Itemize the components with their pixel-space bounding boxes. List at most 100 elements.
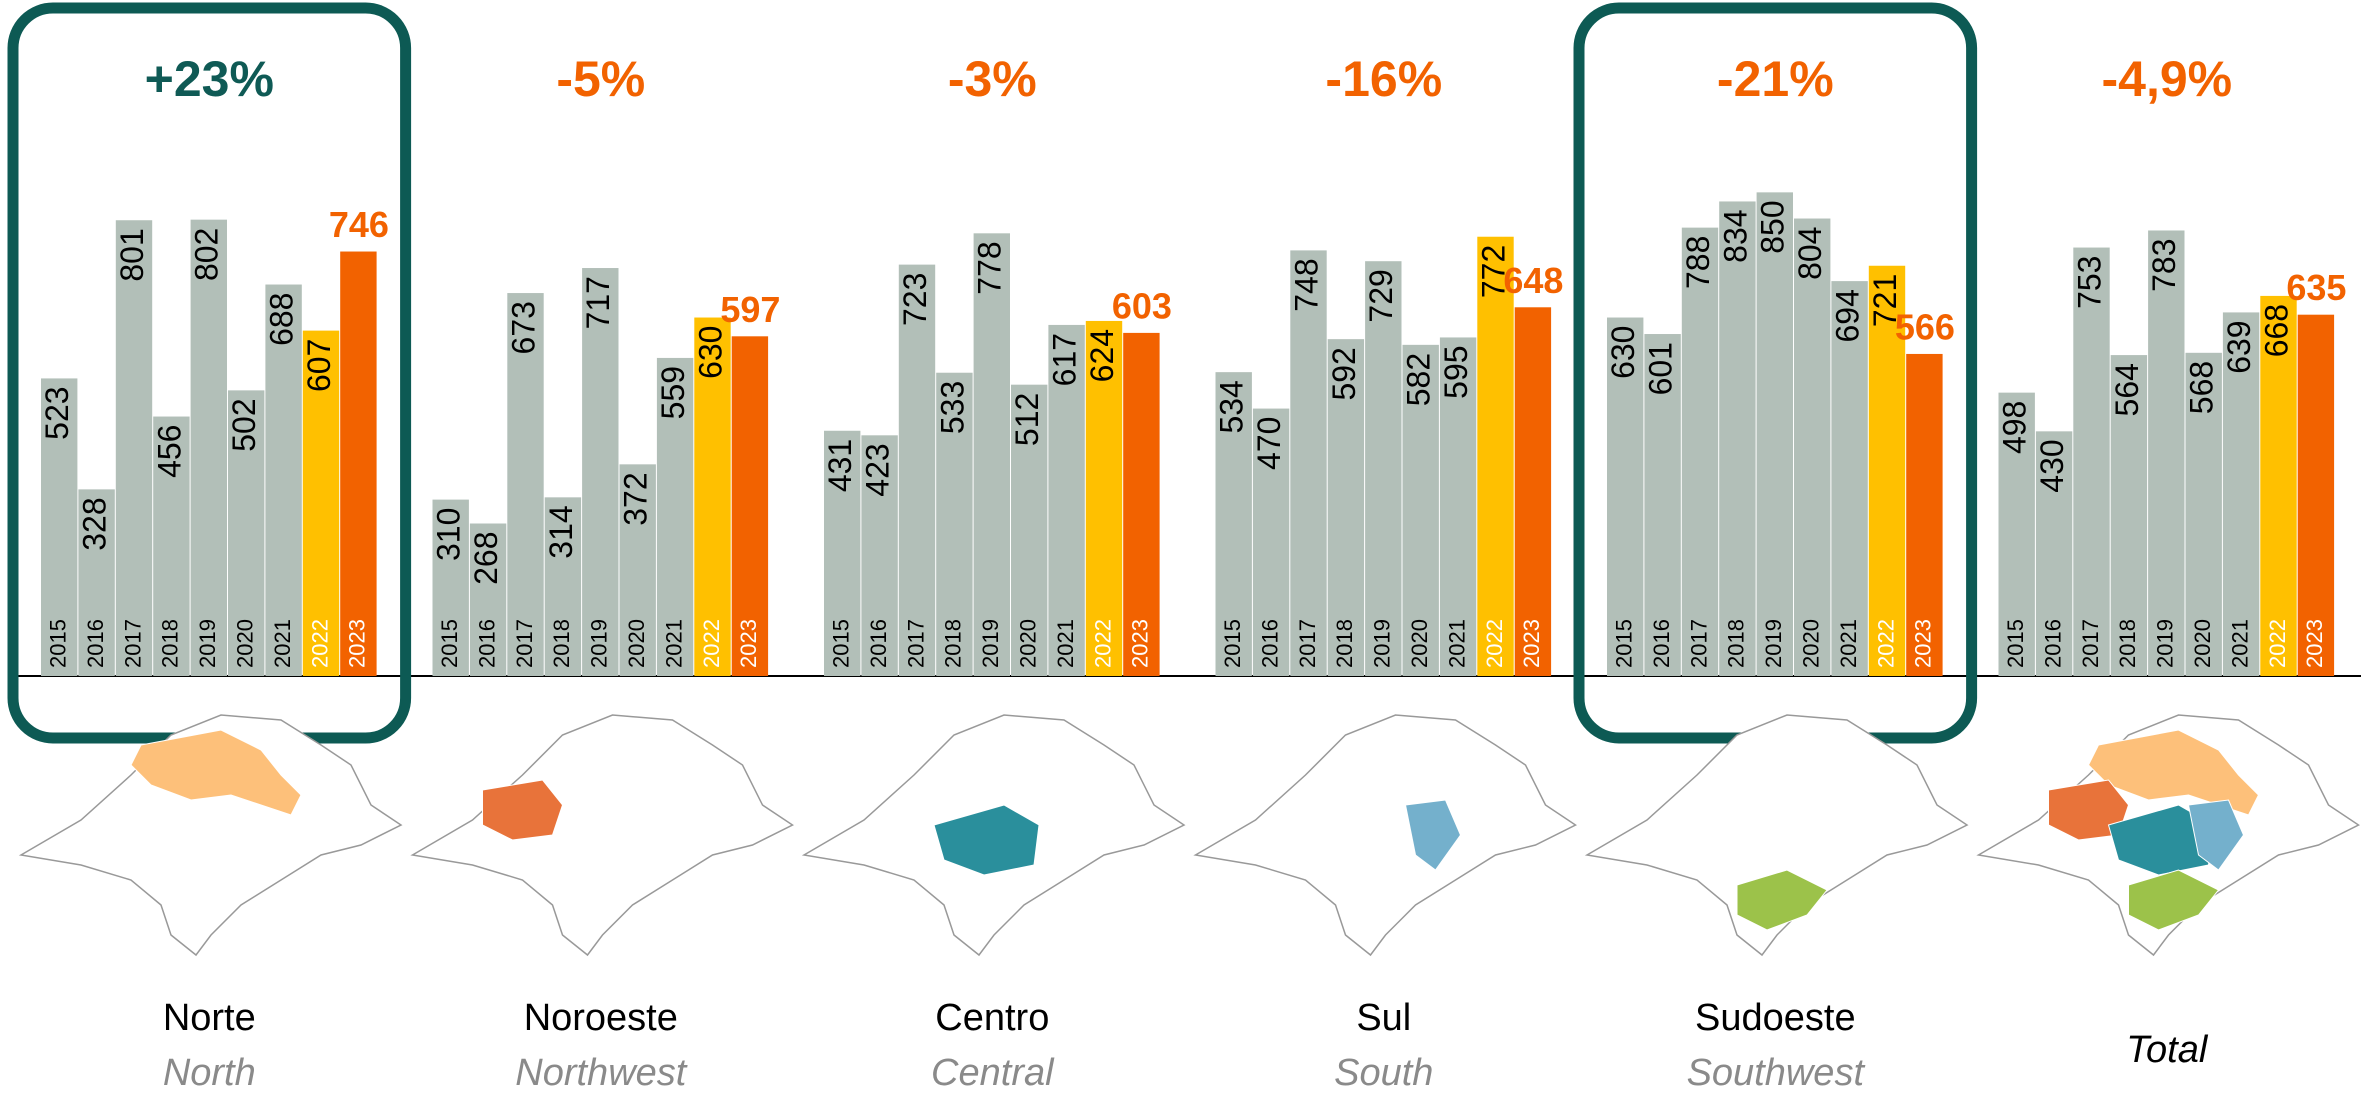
year-label: 2020 [624, 619, 649, 668]
map-region [1736, 869, 1828, 931]
value-label: 328 [77, 497, 113, 550]
value-label: 802 [189, 228, 225, 281]
bar [1756, 192, 1793, 676]
year-label: 2018 [941, 619, 966, 668]
year-label: 2017 [120, 619, 145, 668]
bar [1215, 372, 1252, 676]
value-label: 607 [301, 339, 337, 392]
region-name-en: North [163, 1052, 256, 1094]
bar [1085, 320, 1123, 676]
map-region [2107, 804, 2215, 876]
map-region [933, 804, 1040, 876]
value-label: 601 [1643, 342, 1679, 395]
region-name: Total [2126, 1029, 2209, 1071]
map-outline [1193, 714, 1577, 957]
value-label: 753 [2071, 256, 2107, 309]
bar [2297, 314, 2335, 676]
value-label: 694 [1830, 289, 1866, 342]
year-label: 2018 [158, 619, 183, 668]
bar [1439, 337, 1477, 676]
value-label: 456 [151, 425, 187, 478]
year-label: 2019 [978, 619, 1003, 668]
value-label: 723 [897, 273, 933, 326]
bar [265, 284, 302, 676]
year-label: 2022 [1090, 619, 1115, 668]
value-label: 559 [655, 366, 691, 419]
bar [973, 233, 1010, 676]
value-label: 850 [1755, 200, 1791, 253]
region-name: Norte [163, 997, 256, 1039]
year-label: 2015 [1220, 619, 1245, 668]
map-region [1404, 799, 1462, 871]
value-label: 502 [226, 398, 262, 451]
value-label: 314 [543, 505, 579, 558]
bar [1048, 324, 1085, 676]
map-region [482, 779, 564, 841]
year-label: 2020 [233, 619, 258, 668]
bar [1719, 201, 1756, 677]
bar [1123, 332, 1160, 676]
year-label: 2017 [903, 619, 928, 668]
value-label: 310 [431, 508, 467, 561]
year-label: 2016 [83, 619, 108, 668]
value-label: 617 [1047, 333, 1083, 386]
year-label: 2021 [1053, 619, 1078, 668]
year-label: 2021 [1836, 619, 1861, 668]
year-label: 2016 [866, 619, 891, 668]
year-label: 2023 [1911, 619, 1936, 668]
value-label: 566 [1895, 306, 1955, 347]
bar [2222, 312, 2260, 676]
value-label: 470 [1251, 417, 1287, 470]
region-name: Centro [935, 997, 1049, 1039]
map-region [2128, 869, 2220, 931]
value-label: 534 [1214, 380, 1250, 433]
bar [1998, 392, 2035, 676]
bar [1906, 353, 1943, 676]
region-map [1193, 714, 1577, 957]
value-label: 430 [2034, 439, 2070, 492]
bar [2260, 295, 2297, 676]
value-label: 595 [1438, 345, 1474, 398]
year-label: 2021 [1444, 619, 1469, 668]
year-label: 2020 [1016, 619, 1041, 668]
chart-title: -4,9% [2101, 51, 2232, 107]
bar [2073, 247, 2110, 676]
value-label: 568 [2184, 361, 2220, 414]
bar [340, 251, 377, 676]
year-label: 2020 [1407, 619, 1432, 668]
bar [153, 416, 190, 676]
bar [2185, 352, 2222, 676]
year-label: 2023 [1128, 619, 1153, 668]
value-label: 717 [580, 276, 616, 329]
year-label: 2020 [2190, 619, 2215, 668]
year-label: 2017 [1295, 619, 1320, 668]
bar [619, 464, 656, 676]
year-label: 2022 [307, 619, 332, 668]
year-label: 2023 [345, 619, 370, 668]
region-map [801, 714, 1186, 957]
value-label: 597 [720, 289, 780, 330]
value-label: 801 [114, 228, 150, 281]
bar [507, 293, 544, 676]
bar [861, 435, 898, 676]
bar [1607, 317, 1644, 676]
year-label: 2019 [2153, 619, 2178, 668]
bar [1365, 261, 1402, 676]
chart-title: +23% [145, 51, 274, 107]
year-label: 2015 [1612, 619, 1637, 668]
year-label: 2016 [2040, 619, 2065, 668]
year-label: 2021 [270, 619, 295, 668]
bar [1514, 307, 1552, 676]
year-label: 2015 [437, 619, 462, 668]
year-label: 2016 [1257, 619, 1282, 668]
year-label: 2015 [2003, 619, 2028, 668]
year-label: 2017 [512, 619, 537, 668]
bar [1477, 236, 1514, 676]
bar [228, 390, 265, 676]
value-label: 639 [2221, 320, 2257, 373]
bar [898, 264, 936, 676]
bar [582, 268, 619, 676]
value-label: 648 [1503, 260, 1563, 301]
value-label: 746 [329, 204, 389, 245]
bar [1252, 408, 1290, 676]
